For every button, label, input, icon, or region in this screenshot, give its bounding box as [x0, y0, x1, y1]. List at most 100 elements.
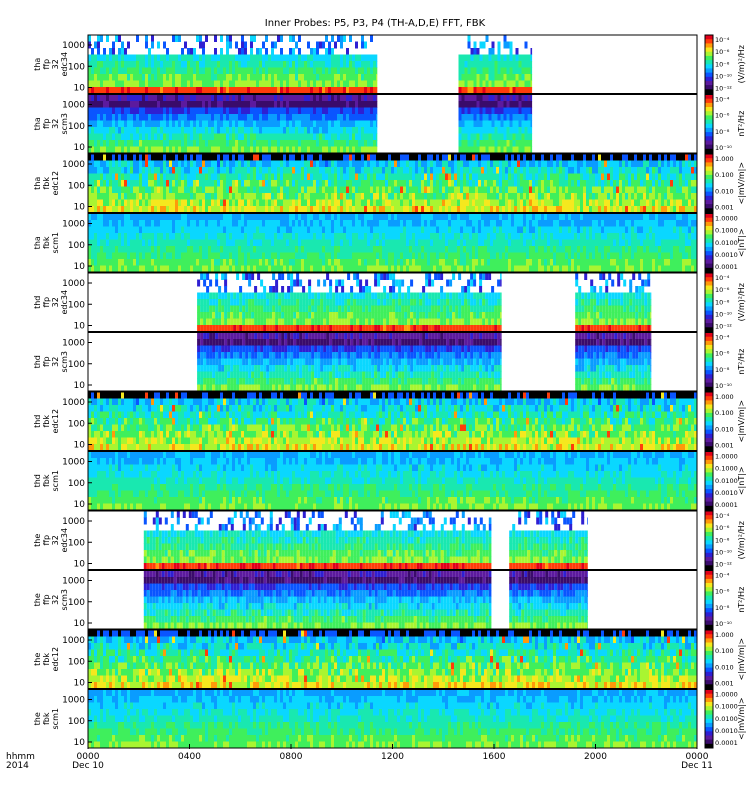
colorbar-tick-label: 0.0100 — [715, 477, 738, 485]
y-axis-label: ffp — [42, 356, 51, 367]
y-axis-label: fbk — [42, 177, 51, 190]
colorbar: 1.000 0.100 0.010 0.001<|mV/m|> — [704, 391, 746, 451]
y-axis-label: ffp — [42, 594, 51, 605]
y-tick-label: 100 — [68, 62, 85, 72]
colorbar: 1.000 0.100 0.010 0.001<|mV/m|> — [704, 629, 746, 689]
x-tick-label: 1200 — [381, 752, 404, 762]
y-axis-label: tha — [33, 117, 42, 130]
panel-tha-fbk-scm1: 1000 100 10 tha fbk scm1 1.0000 0.1000 0.0100 0.0… — [33, 213, 746, 273]
x-tick-label: 0000 — [77, 752, 100, 762]
y-tick-label: 100 — [68, 419, 85, 429]
y-tick-label: 100 — [68, 122, 85, 132]
colorbar-tick-label: 0.0100 — [715, 715, 738, 723]
colorbar-tick-label: 10⁻⁸ — [715, 128, 730, 136]
y-tick-label: 1000 — [62, 41, 85, 51]
y-axis-label: the — [33, 534, 42, 547]
y-tick-label: 10 — [74, 143, 86, 153]
time-axis-label: hhmm — [6, 752, 35, 762]
colorbar-tick-label: 10⁻⁶ — [715, 524, 730, 532]
y-axis-label: fbk — [42, 236, 51, 249]
colorbar-tick-label: 10⁻⁸ — [715, 60, 730, 68]
colorbar-tick-label: 10⁻⁸ — [715, 604, 730, 612]
colorbar: 10⁻⁴ 10⁻⁶ 10⁻⁸ 10⁻¹⁰ 10⁻¹² (V/m)²/Hz — [704, 34, 746, 94]
y-axis-label: fbk — [42, 415, 51, 428]
panel-frame — [87, 570, 698, 630]
y-tick-label: 1000 — [62, 160, 85, 170]
y-tick-label: 10 — [74, 738, 86, 748]
colorbar-tick-label: 0.010 — [715, 663, 734, 671]
y-axis-label: fbk — [42, 712, 51, 725]
y-axis-label: ffp — [42, 297, 51, 308]
colorbar-label: <|nT|> — [737, 466, 746, 495]
colorbar-label: nT²/Hz — [737, 587, 746, 613]
colorbar-label: <|mV/m|> — [737, 400, 746, 443]
colorbar-tick-label: 0.010 — [715, 187, 734, 195]
y-tick-label: 10 — [74, 262, 86, 272]
y-axis-label: ffp — [42, 59, 51, 70]
y-tick-label: 100 — [68, 241, 85, 251]
panel-frame — [87, 272, 698, 332]
colorbar-tick-label: 10⁻¹² — [715, 323, 732, 331]
y-axis-label: thd — [33, 355, 42, 368]
y-axis-label: fbk — [42, 474, 51, 487]
y-axis-label: 32 — [51, 595, 60, 605]
colorbar-tick-label: 0.1000 — [715, 227, 738, 235]
y-tick-label: 1000 — [62, 696, 85, 706]
y-tick-label: 1000 — [62, 517, 85, 527]
y-tick-label: 100 — [68, 479, 85, 489]
y-axis-label: edc12 — [51, 171, 60, 196]
y-tick-label: 10 — [74, 441, 86, 451]
y-tick-label: 100 — [68, 300, 85, 310]
panel-frame — [87, 391, 698, 451]
colorbar-label: <|mV/m|> — [737, 697, 746, 740]
y-tick-label: 1000 — [62, 398, 85, 408]
colorbar-tick-label: 10⁻¹² — [715, 85, 732, 93]
colorbar: 10⁻⁴ 10⁻⁶ 10⁻⁸ 10⁻¹⁰ 10⁻¹² (V/m)²/Hz — [704, 272, 746, 332]
panel-the-fbk-scm1: 1000 100 10 the fbk scm1 1.0000 0.1000 0.0100 0.0… — [33, 689, 746, 749]
panel-frame — [87, 34, 698, 94]
colorbar-tick-label: 10⁻¹⁰ — [715, 620, 732, 628]
y-axis-label: ffp — [42, 535, 51, 546]
panel-thd-fbk-scm1: 1000 100 10 thd fbk scm1 1.0000 0.1000 0.0100 0.0… — [33, 451, 746, 511]
panel-tha-fbk-edc12: 1000 100 10 tha fbk edc12 1.000 0.100 0.010 0.001… — [33, 153, 746, 213]
y-axis-label: scm1 — [51, 708, 60, 729]
panel-the-ffp-32-scm3: 1000 100 10 the ffp 32 scm3 10⁻⁴ 10⁻⁶ 10⁻⁸ 10⁻¹⁰ nT… — [33, 570, 746, 630]
colorbar-tick-label: 0.010 — [715, 425, 734, 433]
x-tick-label: 0400 — [178, 752, 201, 762]
colorbar-tick-label: 0.1000 — [715, 703, 738, 711]
y-axis-label: the — [33, 593, 42, 606]
y-tick-label: 10 — [74, 84, 86, 94]
y-axis-label: thd — [33, 474, 42, 487]
colorbar-tick-label: 10⁻⁸ — [715, 298, 730, 306]
colorbar: 1.0000 0.1000 0.0100 0.0010 0.0001<|mV/m|> — [704, 689, 746, 749]
colorbar-label: <|nT|> — [737, 228, 746, 257]
y-tick-label: 100 — [68, 598, 85, 608]
y-axis-label: 32 — [51, 297, 60, 307]
x-tick-label: 0800 — [280, 752, 303, 762]
y-tick-label: 1000 — [62, 636, 85, 646]
y-axis-label: tha — [33, 236, 42, 249]
panel-frame — [87, 213, 698, 273]
y-tick-label: 100 — [68, 181, 85, 191]
panel-frame — [87, 451, 698, 511]
colorbar-tick-label: 10⁻¹⁰ — [715, 382, 732, 390]
colorbar-tick-label: 1.000 — [715, 631, 734, 639]
y-axis-label: ffp — [42, 118, 51, 129]
colorbar-tick-label: 0.100 — [715, 647, 734, 655]
y-tick-label: 100 — [68, 717, 85, 727]
y-axis-label: 32 — [51, 357, 60, 367]
colorbar-label: nT²/Hz — [737, 349, 746, 375]
colorbar-label: <|mV/m|> — [737, 162, 746, 205]
colorbar-label: <|mV/m|> — [737, 638, 746, 681]
colorbar-tick-label: 10⁻¹⁰ — [715, 72, 732, 80]
colorbar-tick-label: 10⁻⁴ — [715, 36, 730, 44]
panel-frame — [87, 629, 698, 689]
colorbar-tick-label: 0.0010 — [715, 251, 738, 259]
y-tick-label: 10 — [74, 203, 86, 213]
y-axis-label: tha — [33, 58, 42, 71]
x-tick-date: Dec 10 — [72, 761, 104, 771]
colorbar-tick-label: 0.001 — [715, 204, 734, 212]
colorbar-label: (V/m)²/Hz — [737, 45, 746, 83]
x-tick-label: 2000 — [584, 752, 607, 762]
